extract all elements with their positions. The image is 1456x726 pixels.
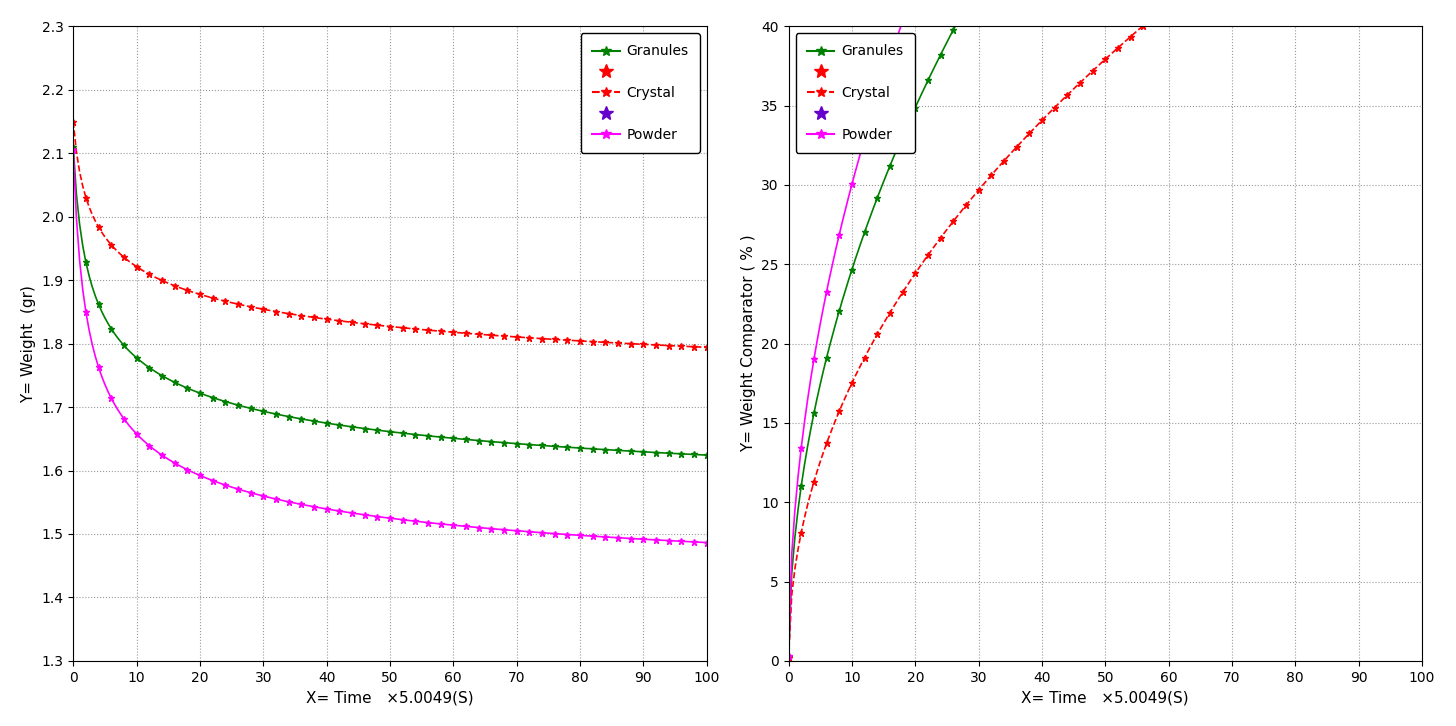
Legend: Granules,  , Crystal,  , Powder: Granules, , Crystal, , Powder <box>795 33 914 153</box>
Y-axis label: Y= Weight Comparator ( % ): Y= Weight Comparator ( % ) <box>741 234 756 452</box>
Y-axis label: Y= Weight  (gr): Y= Weight (gr) <box>20 285 36 402</box>
Legend: Granules,  , Crystal,  , Powder: Granules, , Crystal, , Powder <box>581 33 700 153</box>
X-axis label: X= Time   ×5.0049(S): X= Time ×5.0049(S) <box>1022 690 1190 705</box>
X-axis label: X= Time   ×5.0049(S): X= Time ×5.0049(S) <box>306 690 473 705</box>
